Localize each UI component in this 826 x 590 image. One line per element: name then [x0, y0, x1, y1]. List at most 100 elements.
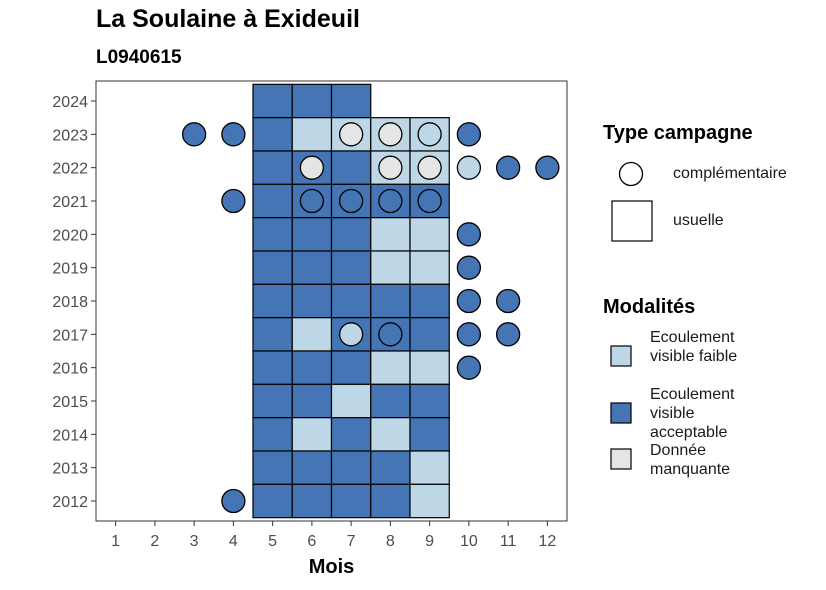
tile-usuelle	[370, 283, 411, 319]
point-complementaire	[456, 155, 482, 180]
tile-usuelle	[409, 417, 450, 452]
tile-usuelle	[291, 83, 333, 119]
point-complementaire	[456, 288, 482, 314]
tile-usuelle	[291, 217, 333, 252]
point-complementaire	[456, 122, 482, 147]
point-complementaire	[221, 122, 246, 147]
y-tick-label: 2024	[52, 94, 88, 111]
y-tick-label: 2015	[52, 394, 88, 411]
legend-campagne-title: Type campagne	[603, 122, 753, 144]
point-complementaire	[495, 322, 521, 347]
tile-usuelle	[252, 483, 293, 519]
tile-usuelle	[252, 417, 293, 452]
tile-usuelle	[291, 383, 333, 419]
tile-usuelle	[330, 450, 372, 485]
legend-modalite-key	[610, 448, 632, 470]
legend-modalite-key	[610, 402, 632, 424]
tile-usuelle	[370, 450, 411, 485]
legend-modalite-key	[610, 345, 632, 367]
tile-usuelle	[409, 250, 450, 285]
point-complementaire	[495, 288, 521, 314]
point-complementaire	[338, 122, 364, 147]
x-tick-label: 3	[190, 533, 199, 550]
tile-usuelle	[370, 417, 411, 452]
tile-usuelle	[409, 283, 450, 319]
tile-usuelle	[409, 450, 450, 485]
point-complementaire	[417, 155, 442, 180]
tile-usuelle	[330, 483, 372, 519]
point-complementaire	[221, 188, 246, 214]
tile-usuelle	[370, 250, 411, 285]
tile-usuelle	[330, 83, 372, 119]
legend-faible-label: Ecoulement visible faible	[650, 329, 738, 365]
tile-usuelle	[252, 283, 293, 319]
tile-usuelle	[330, 250, 372, 285]
y-tick-label: 2016	[52, 361, 88, 378]
tile-usuelle	[291, 250, 333, 285]
tile-usuelle	[252, 450, 293, 485]
point-complementaire	[456, 355, 482, 380]
tile-usuelle	[252, 250, 293, 285]
tile-usuelle	[252, 183, 293, 219]
point-complementaire	[299, 188, 325, 214]
y-tick-label: 2014	[52, 427, 88, 444]
tile-usuelle	[291, 317, 333, 352]
legend-circle-key	[618, 161, 644, 187]
x-tick-label: 8	[386, 533, 395, 550]
tile-usuelle	[330, 417, 372, 452]
x-tick-label: 5	[268, 533, 277, 550]
point-complementaire	[378, 155, 403, 180]
point-complementaire	[535, 155, 560, 180]
y-tick-label: 2019	[52, 261, 88, 278]
x-tick-label: 6	[307, 533, 316, 550]
tile-usuelle	[252, 350, 293, 385]
point-complementaire	[378, 322, 403, 347]
chart-subtitle: L0940615	[96, 47, 182, 68]
y-tick-label: 2020	[52, 227, 88, 244]
tile-usuelle	[370, 383, 411, 419]
tile-usuelle	[330, 283, 372, 319]
x-tick-label: 1	[111, 533, 120, 550]
point-complementaire	[221, 488, 246, 514]
y-tick-label: 2017	[52, 327, 88, 344]
tile-usuelle	[291, 450, 333, 485]
x-tick-label: 7	[347, 533, 356, 550]
tile-usuelle	[409, 483, 450, 519]
tile-usuelle	[252, 83, 293, 119]
legend-complementaire-label: complémentaire	[673, 165, 787, 182]
tile-usuelle	[330, 350, 372, 385]
x-tick-label: 2	[150, 533, 159, 550]
x-tick-label: 11	[500, 533, 517, 550]
point-complementaire	[338, 322, 364, 347]
tile-usuelle	[252, 317, 293, 352]
point-complementaire	[181, 122, 207, 147]
point-complementaire	[378, 188, 403, 214]
point-complementaire	[456, 322, 482, 347]
legend-acceptable-label: Ecoulement visible acceptable	[650, 386, 735, 441]
y-tick-label: 2018	[52, 294, 88, 311]
y-tick-label: 2012	[52, 494, 88, 511]
tile-usuelle	[330, 217, 372, 252]
y-tick-label: 2013	[52, 461, 88, 478]
y-tick-label: 2023	[52, 127, 88, 144]
point-complementaire	[456, 222, 482, 247]
tile-usuelle	[370, 483, 411, 519]
point-complementaire	[417, 188, 442, 214]
legend-usuelle-label: usuelle	[673, 212, 724, 229]
point-complementaire	[378, 122, 403, 147]
x-tick-label: 9	[425, 533, 434, 550]
point-complementaire	[338, 188, 364, 214]
tile-usuelle	[291, 350, 333, 385]
tile-usuelle	[291, 117, 333, 152]
tile-usuelle	[330, 383, 372, 419]
x-tick-label: 10	[460, 533, 478, 550]
chart-title: La Soulaine à Exideuil	[96, 5, 360, 33]
tile-usuelle	[409, 383, 450, 419]
y-tick-label: 2022	[52, 161, 88, 178]
point-complementaire	[299, 155, 325, 180]
legend-square-key	[611, 200, 653, 242]
tile-usuelle	[291, 483, 333, 519]
tile-usuelle	[252, 383, 293, 419]
tile-usuelle	[291, 417, 333, 452]
